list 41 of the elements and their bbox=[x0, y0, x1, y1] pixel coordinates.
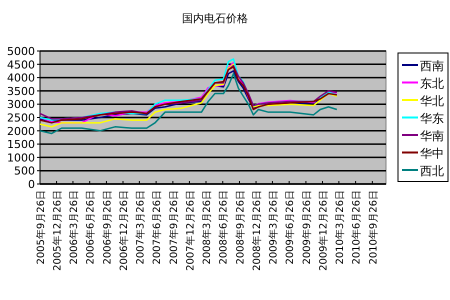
x-tick-label: 2010年3月26日 bbox=[334, 190, 346, 265]
y-tick-label: 3500 bbox=[7, 84, 35, 98]
x-tick-label: 2007年12月26日 bbox=[184, 190, 196, 271]
legend-label: 华北 bbox=[420, 94, 444, 108]
legend-label: 华中 bbox=[420, 146, 444, 160]
y-tick-label: 2000 bbox=[7, 124, 35, 138]
y-tick-label: 5000 bbox=[7, 45, 35, 58]
x-tick-label: 2010年6月26日 bbox=[350, 190, 363, 265]
x-tick-label: 2007年6月26日 bbox=[151, 190, 164, 265]
legend-label: 东北 bbox=[420, 76, 444, 90]
x-tick-label: 2005年12月26日 bbox=[52, 190, 64, 271]
y-tick-label: 0 bbox=[28, 178, 35, 191]
y-tick-label: 4000 bbox=[7, 72, 35, 85]
x-tick-label: 2006年9月26日 bbox=[101, 190, 114, 265]
x-tick-label: 2008年3月26日 bbox=[200, 190, 213, 265]
x-tick-label: 2009年3月26日 bbox=[267, 190, 280, 265]
y-tick-label: 500 bbox=[14, 164, 35, 178]
y-tick-label: 1500 bbox=[7, 138, 35, 152]
x-tick-label: 2009年9月26日 bbox=[300, 190, 313, 265]
x-tick-label: 2008年9月26日 bbox=[234, 190, 246, 265]
x-tick-label: 2009年12月26日 bbox=[317, 190, 330, 271]
x-tick-label: 2006年6月26日 bbox=[84, 190, 97, 265]
chart-title: 国内电石价格 bbox=[182, 12, 248, 25]
x-tick-label: 2005年9月26日 bbox=[35, 190, 47, 265]
x-tick-label: 2007年9月26日 bbox=[168, 190, 180, 265]
y-tick-label: 3000 bbox=[7, 98, 35, 112]
line-series bbox=[39, 72, 338, 134]
legend-label: 西南 bbox=[420, 59, 444, 73]
x-tick-label: 2010年9月26日 bbox=[367, 190, 380, 265]
y-tick-label: 1000 bbox=[7, 151, 35, 164]
y-tick-label: 2500 bbox=[7, 112, 35, 124]
legend-label: 华东 bbox=[420, 112, 444, 126]
x-tick-label: 2008年6月26日 bbox=[218, 190, 230, 265]
x-tick-label: 2009年6月26日 bbox=[284, 190, 296, 265]
x-tick-label: 2006年3月26日 bbox=[68, 190, 80, 265]
x-tick-label: 2007年3月26日 bbox=[134, 190, 146, 265]
x-tick-label: 2006年12月26日 bbox=[118, 190, 130, 271]
legend-label: 华南 bbox=[420, 129, 444, 143]
x-tick-label: 2008年12月26日 bbox=[251, 190, 264, 271]
y-tick-label: 4500 bbox=[7, 58, 35, 72]
legend-label: 西北 bbox=[420, 164, 444, 178]
